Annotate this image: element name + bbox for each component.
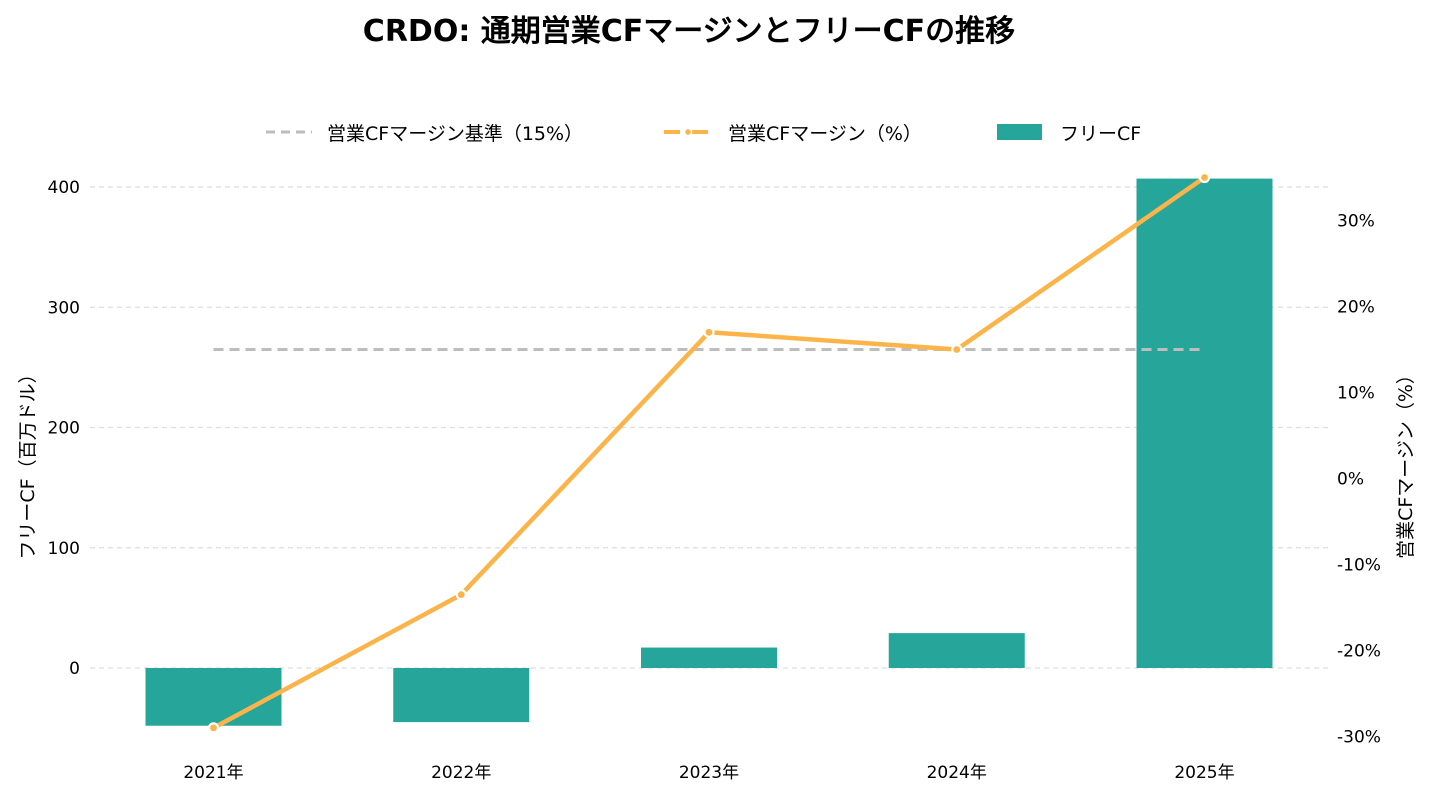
fcf-bar — [145, 668, 282, 726]
left-tick-label: 300 — [48, 298, 80, 318]
margin-line — [212, 175, 1206, 730]
x-tick-label: 2023年 — [679, 763, 739, 783]
left-axis-label: フリーCF（百万ドル） — [17, 364, 39, 559]
legend: 営業CFマージン基準（15%） 営業CFマージン（%） フリーCF — [266, 123, 1141, 145]
right-axis-label: 営業CFマージン（%） — [1395, 365, 1417, 559]
right-tick-label: -30% — [1337, 728, 1381, 748]
right-axis-ticks: -30% -20% -10% 0% 10% 20% 30% — [1337, 212, 1381, 748]
margin-line-layer — [207, 171, 1211, 734]
legend-item-reference: 営業CFマージン基準（15%） — [266, 123, 583, 145]
margin-point — [455, 588, 467, 601]
legend-item-fcf: フリーCF — [997, 123, 1141, 145]
margin-point — [207, 722, 220, 734]
left-axis-ticks: 0 100 200 300 400 — [48, 178, 80, 679]
right-tick-label: 30% — [1337, 212, 1375, 232]
left-tick-label: 200 — [48, 419, 80, 439]
legend-label-reference: 営業CFマージン基準（15%） — [327, 123, 583, 145]
x-tick-label: 2025年 — [1174, 763, 1234, 783]
legend-item-margin: 営業CFマージン（%） — [664, 123, 922, 145]
x-axis-ticks: 2021年 2022年 2023年 2024年 2025年 — [183, 763, 1234, 783]
chart-title: CRDO: 通期営業CFマージンとフリーCFの推移 — [363, 14, 1015, 49]
legend-marker-margin — [683, 127, 693, 137]
right-tick-label: 0% — [1337, 470, 1364, 490]
left-tick-label: 400 — [48, 178, 80, 198]
fcf-bar — [1136, 178, 1273, 668]
fcf-bar — [641, 647, 777, 668]
right-tick-label: -10% — [1337, 556, 1381, 576]
legend-label-margin: 営業CFマージン（%） — [728, 123, 922, 145]
bars — [145, 178, 1273, 726]
fcf-bar — [888, 633, 1025, 668]
right-tick-label: 10% — [1337, 384, 1375, 404]
fcf-bar — [393, 668, 530, 723]
x-tick-label: 2024年 — [927, 763, 987, 783]
right-tick-label: -20% — [1337, 642, 1381, 662]
legend-swatch-fcf — [997, 124, 1042, 140]
x-tick-label: 2021年 — [183, 763, 243, 783]
margin-point — [1198, 171, 1211, 184]
left-tick-label: 100 — [48, 539, 80, 559]
right-tick-label: 20% — [1337, 298, 1375, 318]
margin-point — [951, 343, 963, 356]
left-tick-label: 0 — [69, 659, 80, 679]
legend-label-fcf: フリーCF — [1060, 123, 1141, 145]
x-tick-label: 2022年 — [431, 763, 491, 783]
margin-point — [703, 326, 715, 338]
